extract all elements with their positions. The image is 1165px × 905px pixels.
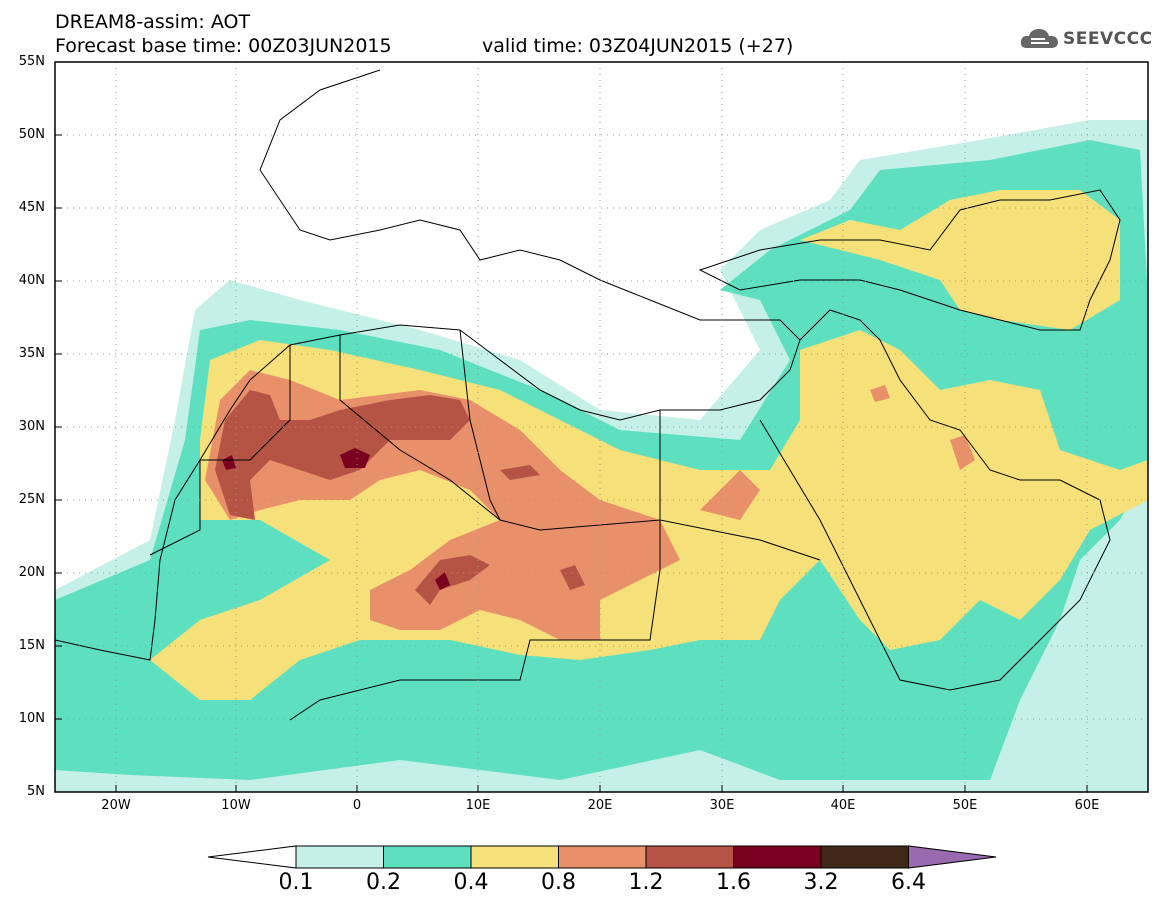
legend-level: 0.8 [541, 870, 576, 895]
logo-text: SEEVCCC [1063, 29, 1153, 49]
map-title: DREAM8-assim: AOT [55, 11, 251, 33]
cloud-icon [1020, 29, 1058, 48]
lon-label: 60E [1074, 798, 1100, 813]
lon-label: 30E [709, 798, 735, 813]
lon-label: 20W [101, 798, 131, 813]
lat-label: 35N [18, 346, 45, 361]
lat-label: 55N [18, 54, 45, 69]
lat-label: 25N [18, 492, 45, 507]
lat-label: 15N [18, 638, 45, 653]
lat-label: 50N [18, 127, 45, 142]
legend-level: 0.1 [278, 870, 314, 895]
legend-level: 0.4 [453, 870, 489, 895]
lat-label: 20N [18, 565, 45, 580]
lat-label: 30N [18, 419, 45, 434]
lat-label: 45N [18, 200, 45, 215]
lat-label: 5N [27, 784, 45, 799]
legend-level: 0.2 [366, 870, 401, 895]
valid-time: valid time: 03Z04JUN2015 (+27) [482, 35, 794, 57]
lon-label: 10W [221, 798, 251, 813]
legend-level: 6.4 [891, 870, 926, 895]
forecast-base-time: Forecast base time: 00Z03JUN2015 [55, 35, 392, 57]
lon-label: 50E [952, 798, 978, 813]
lon-label: 20E [587, 798, 613, 813]
lon-label: 40E [830, 798, 856, 813]
legend-level: 1.2 [628, 870, 664, 895]
lat-label: 10N [18, 711, 45, 726]
lat-label: 40N [18, 273, 45, 288]
lon-label: 10E [465, 798, 491, 813]
legend-level: 3.2 [803, 870, 839, 895]
lon-label: 0 [352, 798, 362, 813]
legend-level: 1.6 [716, 870, 751, 895]
